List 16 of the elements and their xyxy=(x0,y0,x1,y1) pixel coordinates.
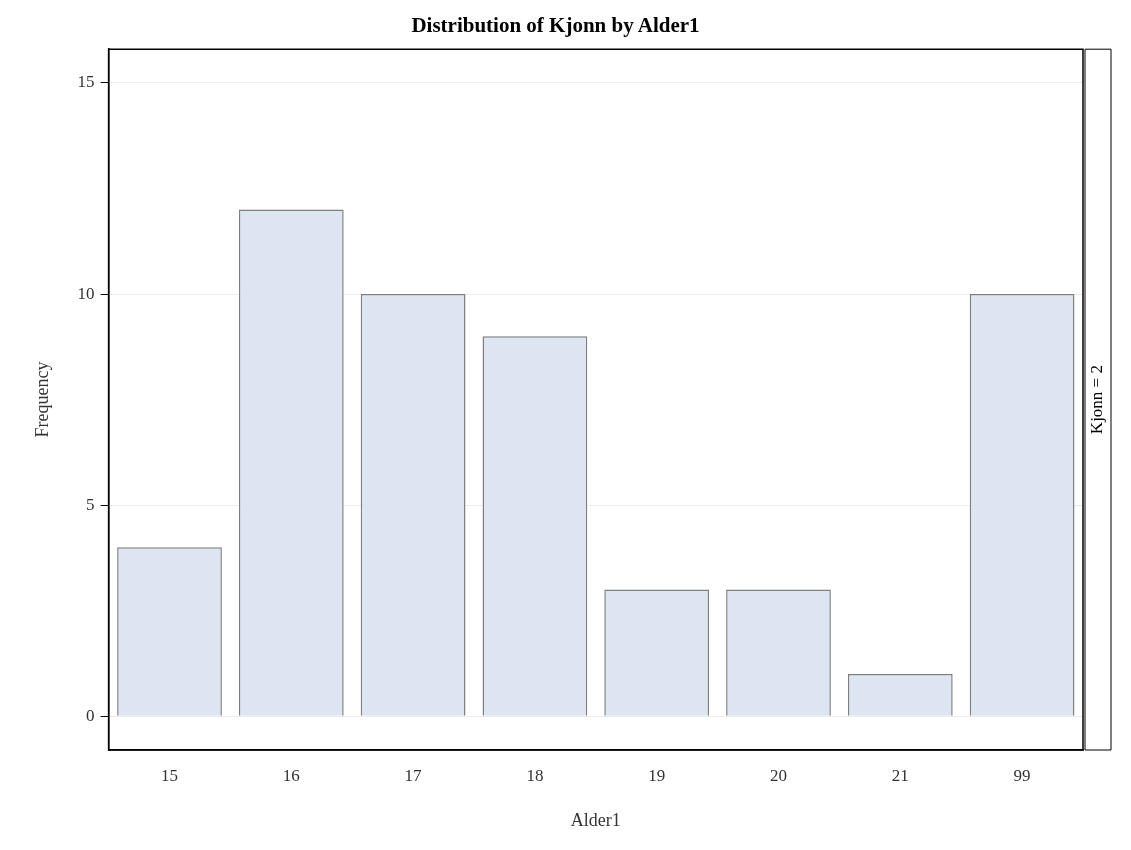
x-tick-label: 15 xyxy=(161,765,178,785)
chart-title: Distribution of Kjonn by Alder1 xyxy=(411,13,700,38)
x-tick-label: 18 xyxy=(526,765,544,785)
y-tick-label: 0 xyxy=(86,705,95,725)
x-tick-label: 20 xyxy=(770,765,787,785)
y-tick-label: 15 xyxy=(77,72,95,92)
y-tick-label: 5 xyxy=(86,494,95,514)
x-tick-label: 19 xyxy=(648,765,666,785)
x-tick-label: 99 xyxy=(1013,765,1031,785)
x-tick-label: 16 xyxy=(282,765,300,785)
x-axis-title: Alder1 xyxy=(570,809,621,830)
x-tick-label: 21 xyxy=(891,765,909,785)
y-axis-title: Frequency xyxy=(31,361,52,438)
text: Kjonn = 2 xyxy=(1087,365,1107,435)
x-tick-label: 17 xyxy=(404,765,423,785)
y-tick-label: 10 xyxy=(77,283,95,303)
